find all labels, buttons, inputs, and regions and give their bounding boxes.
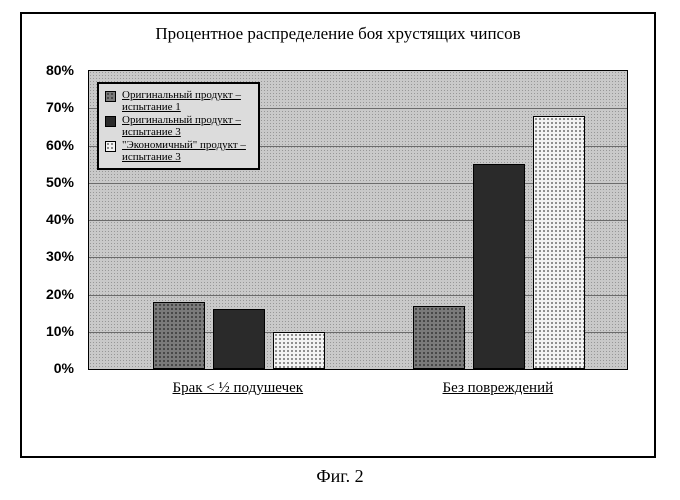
legend-label: Оригинальный продукт – испытание 1 (122, 89, 252, 113)
y-tick-label: 70% (28, 99, 74, 115)
bar (153, 302, 205, 369)
legend-swatch (105, 91, 116, 102)
bar (533, 116, 585, 369)
y-tick-label: 30% (28, 248, 74, 264)
legend-label: "Экономичный" продукт – испытание 3 (122, 139, 252, 163)
x-category-label: Брак < ½ подушечек (173, 380, 304, 397)
legend-swatch (105, 141, 116, 152)
figure-frame: Процентное распределение боя хрустящих ч… (20, 12, 656, 458)
y-tick-label: 60% (28, 137, 74, 153)
x-category-label: Без повреждений (443, 380, 554, 397)
legend-item: "Экономичный" продукт – испытание 3 (105, 139, 252, 163)
bar (213, 309, 265, 369)
bar (413, 306, 465, 369)
y-tick-label: 0% (28, 360, 74, 376)
y-tick-label: 80% (28, 62, 74, 78)
legend-label: Оригинальный продукт – испытание 3 (122, 114, 252, 138)
y-tick-label: 50% (28, 174, 74, 190)
bar (273, 332, 325, 369)
figure-caption: Фиг. 2 (0, 466, 680, 487)
legend-item: Оригинальный продукт – испытание 3 (105, 114, 252, 138)
y-tick-label: 40% (28, 211, 74, 227)
legend: Оригинальный продукт – испытание 1Оригин… (97, 82, 260, 170)
legend-swatch (105, 116, 116, 127)
y-tick-label: 20% (28, 286, 74, 302)
chart-title: Процентное распределение боя хрустящих ч… (22, 24, 654, 44)
bar (473, 164, 525, 369)
legend-item: Оригинальный продукт – испытание 1 (105, 89, 252, 113)
y-tick-label: 10% (28, 323, 74, 339)
